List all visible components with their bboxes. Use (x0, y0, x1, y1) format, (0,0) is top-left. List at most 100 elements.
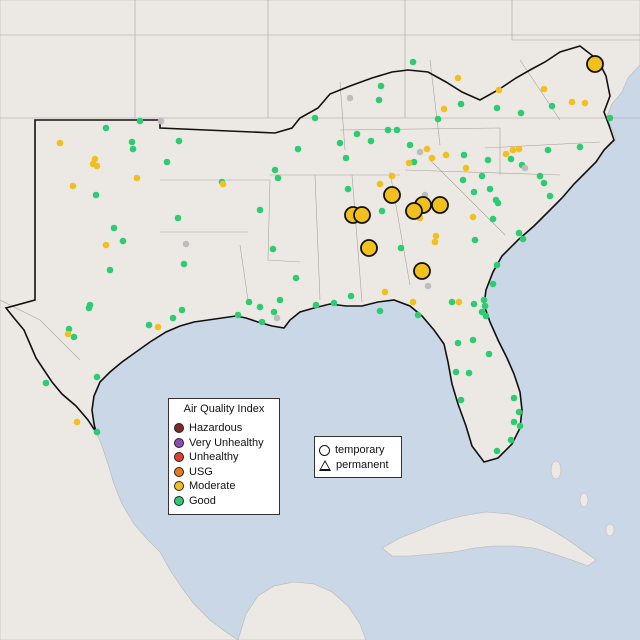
monitor-marker[interactable] (481, 302, 489, 310)
monitor-marker[interactable] (548, 102, 556, 110)
monitor-marker[interactable] (457, 100, 465, 108)
monitor-marker[interactable] (93, 162, 101, 170)
monitor-marker[interactable] (454, 74, 462, 82)
monitor-marker[interactable] (93, 428, 101, 436)
monitor-marker[interactable] (480, 296, 488, 304)
monitor-marker[interactable] (428, 154, 436, 162)
monitor-marker[interactable] (92, 191, 100, 199)
monitor-marker[interactable] (581, 99, 589, 107)
monitor-marker[interactable] (416, 148, 424, 156)
monitor-marker[interactable] (493, 104, 501, 112)
monitor-marker[interactable] (442, 151, 450, 159)
monitor-marker[interactable] (294, 145, 302, 153)
monitor-marker[interactable] (434, 115, 442, 123)
temporary-monitor-marker[interactable] (413, 262, 431, 280)
monitor-marker[interactable] (274, 174, 282, 182)
monitor-marker[interactable] (388, 172, 396, 180)
monitor-marker[interactable] (69, 182, 77, 190)
monitor-marker[interactable] (73, 418, 81, 426)
monitor-marker[interactable] (353, 130, 361, 138)
monitor-marker[interactable] (133, 174, 141, 182)
monitor-marker[interactable] (489, 215, 497, 223)
monitor-marker[interactable] (519, 235, 527, 243)
monitor-marker[interactable] (507, 155, 515, 163)
monitor-marker[interactable] (544, 146, 552, 154)
monitor-marker[interactable] (65, 325, 73, 333)
monitor-marker[interactable] (110, 224, 118, 232)
monitor-marker[interactable] (482, 312, 490, 320)
monitor-marker[interactable] (440, 105, 448, 113)
monitor-marker[interactable] (502, 150, 510, 158)
monitor-marker[interactable] (273, 314, 281, 322)
monitor-marker[interactable] (493, 261, 501, 269)
monitor-marker[interactable] (546, 192, 554, 200)
monitor-marker[interactable] (470, 188, 478, 196)
monitor-marker[interactable] (515, 145, 523, 153)
monitor-marker[interactable] (471, 236, 479, 244)
monitor-marker[interactable] (393, 126, 401, 134)
monitor-marker[interactable] (606, 114, 614, 122)
monitor-marker[interactable] (517, 109, 525, 117)
monitor-marker[interactable] (271, 166, 279, 174)
monitor-marker[interactable] (510, 394, 518, 402)
monitor-marker[interactable] (470, 300, 478, 308)
monitor-marker[interactable] (128, 138, 136, 146)
monitor-marker[interactable] (457, 396, 465, 404)
monitor-marker[interactable] (462, 164, 470, 172)
monitor-marker[interactable] (397, 244, 405, 252)
monitor-marker[interactable] (106, 266, 114, 274)
monitor-marker[interactable] (157, 117, 165, 125)
monitor-marker[interactable] (424, 282, 432, 290)
monitor-marker[interactable] (507, 436, 515, 444)
temporary-monitor-marker[interactable] (405, 202, 423, 220)
monitor-marker[interactable] (145, 321, 153, 329)
monitor-marker[interactable] (384, 126, 392, 134)
monitor-marker[interactable] (245, 298, 253, 306)
monitor-marker[interactable] (85, 304, 93, 312)
monitor-marker[interactable] (330, 299, 338, 307)
monitor-marker[interactable] (163, 158, 171, 166)
monitor-marker[interactable] (346, 94, 354, 102)
monitor-marker[interactable] (516, 422, 524, 430)
monitor-marker[interactable] (219, 180, 227, 188)
monitor-marker[interactable] (154, 323, 162, 331)
monitor-marker[interactable] (414, 311, 422, 319)
monitor-marker[interactable] (405, 159, 413, 167)
monitor-marker[interactable] (234, 311, 242, 319)
monitor-marker[interactable] (510, 418, 518, 426)
monitor-marker[interactable] (494, 199, 502, 207)
monitor-marker[interactable] (91, 155, 99, 163)
monitor-marker[interactable] (311, 114, 319, 122)
monitor-marker[interactable] (423, 145, 431, 153)
monitor-marker[interactable] (174, 214, 182, 222)
monitor-marker[interactable] (56, 139, 64, 147)
monitor-marker[interactable] (270, 308, 278, 316)
monitor-marker[interactable] (478, 308, 486, 316)
monitor-marker[interactable] (256, 206, 264, 214)
monitor-marker[interactable] (432, 232, 440, 240)
temporary-monitor-marker[interactable] (431, 196, 449, 214)
monitor-marker[interactable] (136, 117, 144, 125)
monitor-marker[interactable] (119, 237, 127, 245)
monitor-marker[interactable] (93, 373, 101, 381)
monitor-marker[interactable] (182, 240, 190, 248)
monitor-marker[interactable] (276, 296, 284, 304)
monitor-marker[interactable] (375, 96, 383, 104)
monitor-marker[interactable] (509, 146, 517, 154)
monitor-marker[interactable] (178, 306, 186, 314)
monitor-marker[interactable] (269, 245, 277, 253)
monitor-marker[interactable] (431, 238, 439, 246)
monitor-marker[interactable] (540, 179, 548, 187)
monitor-marker[interactable] (515, 229, 523, 237)
monitor-marker[interactable] (376, 180, 384, 188)
monitor-marker[interactable] (515, 408, 523, 416)
monitor-marker[interactable] (454, 339, 462, 347)
temporary-monitor-marker[interactable] (586, 55, 604, 73)
monitor-marker[interactable] (409, 298, 417, 306)
monitor-marker[interactable] (448, 298, 456, 306)
monitor-marker[interactable] (70, 333, 78, 341)
monitor-marker[interactable] (381, 288, 389, 296)
monitor-marker[interactable] (469, 336, 477, 344)
monitor-marker[interactable] (460, 151, 468, 159)
monitor-marker[interactable] (536, 172, 544, 180)
